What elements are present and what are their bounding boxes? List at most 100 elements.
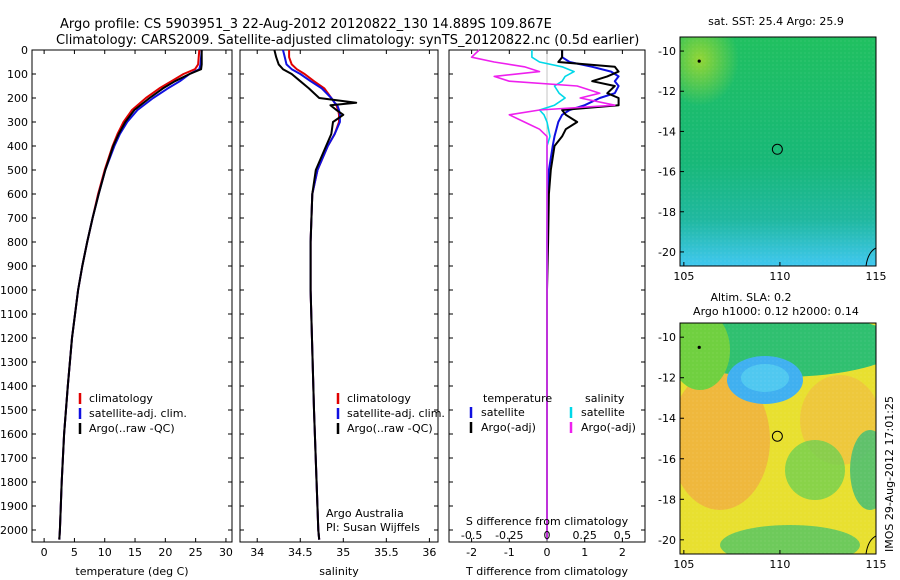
depth-tick-label: 500 bbox=[7, 164, 28, 177]
sla-map-frame bbox=[679, 322, 877, 555]
salinity-annotation: Argo Australia bbox=[326, 507, 404, 520]
depth-tick-label: 1500 bbox=[0, 404, 28, 417]
sst-coast-outline bbox=[865, 247, 876, 266]
legend-entry: satellite-adj. clim. bbox=[347, 407, 445, 420]
difference-xlabel: T difference from climatology bbox=[465, 565, 628, 578]
sst_map-xtick-label: 110 bbox=[769, 270, 790, 283]
temperature-xtick-label: 0 bbox=[41, 546, 48, 559]
temperature-xtick-label: 30 bbox=[219, 546, 233, 559]
depth-tick-label: 700 bbox=[7, 212, 28, 225]
difference-xtick-label: -2 bbox=[466, 546, 477, 559]
temperature-xlabel: temperature (deg C) bbox=[75, 565, 188, 578]
figure-title-line1: Argo profile: CS 5903951_3 22-Aug-2012 2… bbox=[60, 17, 552, 32]
difference-top-xtick-label: -0.25 bbox=[495, 529, 523, 542]
sst_map-argo-marker bbox=[771, 143, 783, 155]
depth-tick-label: 600 bbox=[7, 188, 28, 201]
difference-xtick-label: 0 bbox=[544, 546, 551, 559]
sla_map-ytick-label: -20 bbox=[658, 534, 676, 547]
series-argo-raw-qc- bbox=[273, 49, 358, 540]
sla_map-ytick-label: -18 bbox=[658, 493, 676, 506]
depth-tick-label: 200 bbox=[7, 92, 28, 105]
series-s-satellite bbox=[531, 50, 575, 540]
sla_map-ytick-label: -12 bbox=[658, 372, 676, 385]
sst_map-ytick-label: -10 bbox=[658, 45, 676, 58]
sst_map-ytick-label: -20 bbox=[658, 246, 676, 259]
legend-entry: climatology bbox=[89, 392, 153, 405]
difference-top-xtick-label: 0.25 bbox=[572, 529, 597, 542]
legend-entry: climatology bbox=[347, 392, 411, 405]
series-satellite-adj-clim- bbox=[58, 49, 203, 540]
legend-temperature-title: temperature bbox=[483, 392, 552, 405]
salinity-xlabel: salinity bbox=[319, 565, 359, 578]
sla_map-ytick-label: -14 bbox=[658, 412, 676, 425]
depth-tick-label: 900 bbox=[7, 260, 28, 273]
sst_map-ytick-label: -12 bbox=[658, 85, 676, 98]
legend-entry: Argo(-adj) bbox=[481, 421, 536, 434]
salinity-xtick-label: 34 bbox=[250, 546, 264, 559]
salinity-frame bbox=[239, 49, 439, 543]
difference-top-xtick-label: 0 bbox=[544, 529, 551, 542]
depth-tick-label: 1300 bbox=[0, 356, 28, 369]
sst-pixel-texture bbox=[680, 37, 876, 266]
salinity-xtick-label: 35 bbox=[336, 546, 350, 559]
depth-tick-label: 400 bbox=[7, 140, 28, 153]
temperature-xtick-label: 5 bbox=[71, 546, 78, 559]
sla_map-xtick-label: 110 bbox=[769, 558, 790, 571]
legend-entry: satellite bbox=[581, 406, 625, 419]
depth-tick-label: 2000 bbox=[0, 524, 28, 537]
depth-tick-label: 1800 bbox=[0, 476, 28, 489]
difference-xtick-label: 2 bbox=[619, 546, 626, 559]
sst_map-island-dot bbox=[697, 59, 701, 63]
sst_map-ytick-label: -16 bbox=[658, 166, 676, 179]
depth-tick-label: 1000 bbox=[0, 284, 28, 297]
series-s-argo-adj- bbox=[470, 49, 616, 540]
depth-tick-label: 1400 bbox=[0, 380, 28, 393]
sla_map-ytick-label: -10 bbox=[658, 331, 676, 344]
sla_map-ytick-label: -16 bbox=[658, 453, 676, 466]
legend-entry: satellite bbox=[481, 406, 525, 419]
legend-salinity-title: salinity bbox=[585, 392, 625, 405]
legend-entry: Argo(..raw -QC) bbox=[89, 422, 175, 435]
salinity-annotation: PI: Susan Wijffels bbox=[326, 521, 420, 534]
series-argo-raw-qc- bbox=[58, 50, 203, 540]
temperature-xtick-label: 15 bbox=[128, 546, 142, 559]
depth-tick-label: 100 bbox=[7, 68, 28, 81]
sst_map-xtick-label: 105 bbox=[673, 270, 694, 283]
depth-tick-label: 300 bbox=[7, 116, 28, 129]
salinity-legend: climatology satellite-adj. clim. Argo(..ra… bbox=[336, 392, 445, 435]
sla-map-panel: Altim. SLA: 0.2 Argo h1000: 0.12 h2000: … bbox=[658, 291, 886, 571]
sla_map-argo-marker bbox=[771, 430, 783, 442]
difference-xtick-label: -1 bbox=[504, 546, 515, 559]
series-t-satellite bbox=[546, 50, 620, 540]
sla-map-axes: 105 110 115 -10 -12 -14 -16 -18 -20 bbox=[658, 331, 886, 571]
sla-map-subtitle: Argo h1000: 0.12 h2000: 0.14 bbox=[693, 305, 859, 318]
sla-map-title: Altim. SLA: 0.2 bbox=[710, 291, 791, 304]
series-climatology bbox=[58, 49, 201, 540]
temperature-xtick-label: 10 bbox=[98, 546, 112, 559]
sst-map-axes: 105 110 115 -10 -12 -14 -16 -18 -20 bbox=[658, 45, 886, 283]
temperature-xtick-label: 20 bbox=[158, 546, 172, 559]
sst_map-ytick-label: -14 bbox=[658, 125, 676, 138]
depth-tick-label: 1200 bbox=[0, 332, 28, 345]
depth-tick-label: 1100 bbox=[0, 308, 28, 321]
depth-tick-label: 0 bbox=[21, 44, 28, 57]
side-label: IMOS 29-Aug-2012 17:01:25 bbox=[883, 396, 896, 552]
temperature-panel: 0100200300400500600700800900100011001200… bbox=[0, 44, 233, 578]
salinity-panel: 34 34.5 35 35.5 36 salinity climatology satelli… bbox=[239, 49, 445, 578]
difference-top-xlabel: S difference from climatology bbox=[466, 515, 629, 528]
sla-coast-outline bbox=[865, 535, 876, 554]
difference-xtick-label: 1 bbox=[581, 546, 588, 559]
sla_map-xtick-label: 115 bbox=[866, 558, 887, 571]
sst_map-ytick-label: -18 bbox=[658, 206, 676, 219]
difference-top-xtick-label: -0.5 bbox=[461, 529, 482, 542]
depth-tick-label: 1900 bbox=[0, 500, 28, 513]
sla-pixel-texture bbox=[680, 323, 876, 554]
depth-tick-label: 1700 bbox=[0, 452, 28, 465]
depth-tick-label: 800 bbox=[7, 236, 28, 249]
sst-map-frame bbox=[679, 36, 877, 267]
difference-legend: temperature salinitysatelliteArgo(-adj)sa… bbox=[469, 392, 636, 434]
salinity-xtick-label: 35.5 bbox=[374, 546, 399, 559]
series-climatology bbox=[288, 50, 340, 540]
sst_map-xtick-label: 115 bbox=[866, 270, 887, 283]
